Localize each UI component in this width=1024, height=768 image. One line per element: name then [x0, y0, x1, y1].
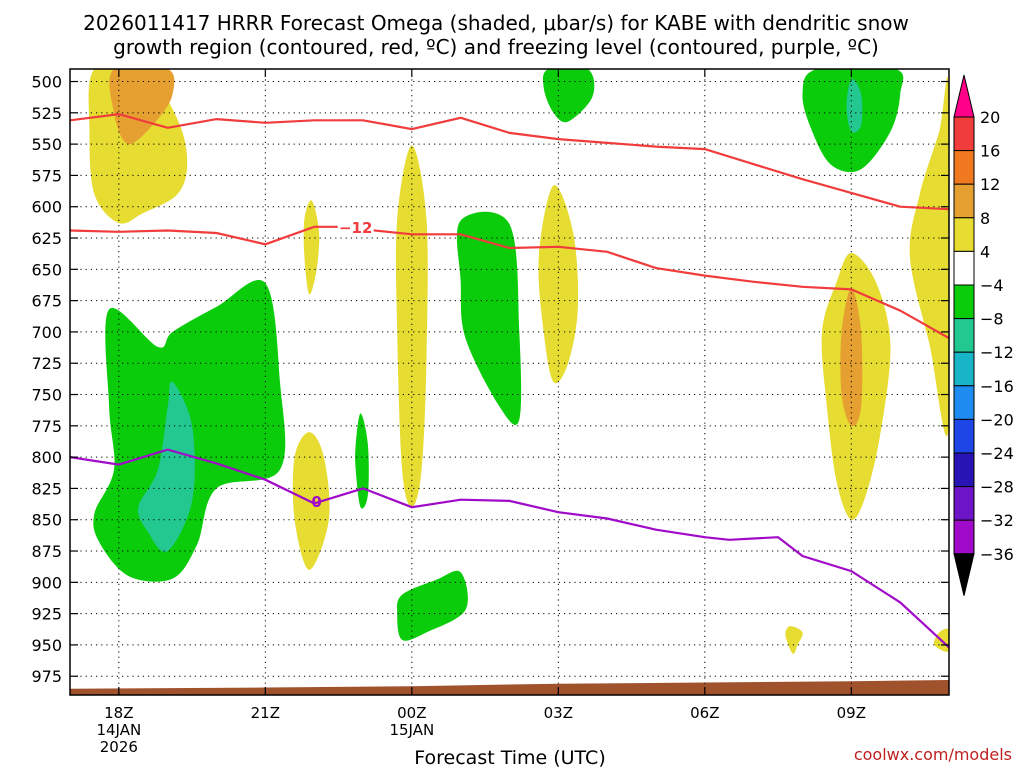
colorbar-segment: [953, 351, 975, 387]
y-tick-label: 575: [31, 166, 62, 185]
x-tick-label: 06Z: [690, 704, 719, 722]
y-tick-label: 975: [31, 667, 62, 686]
plot-area: −12 0: [70, 69, 949, 695]
colorbar-label: −36: [980, 545, 1014, 564]
omega-region: [542, 69, 595, 123]
colorbar-label: −4: [980, 276, 1004, 295]
colorbar-segment: [953, 217, 975, 252]
x-tick-label: 14JAN: [96, 721, 141, 739]
omega-regions: [70, 69, 949, 695]
omega-region: [397, 570, 468, 641]
y-tick-label: 725: [31, 354, 62, 373]
omega-region: [138, 381, 195, 552]
y-tick-label: 775: [31, 417, 62, 436]
colorbar-label: 12: [980, 175, 1000, 194]
y-tick-label: 625: [31, 229, 62, 248]
plot-frame: [69, 68, 950, 696]
y-axis: 500 525 550 575 600 625 650 675 700 725 750 775 800 8…: [31, 73, 949, 686]
omega-region: [109, 69, 175, 145]
x-tick-label: 00Z: [397, 704, 426, 722]
y-tick-label: 600: [31, 198, 62, 217]
contour-labels: −12 0: [311, 219, 374, 511]
x-tick-label: 09Z: [837, 704, 866, 722]
y-tick-label: 750: [31, 386, 62, 405]
colorbar-segment: [953, 519, 975, 555]
x-tick-label: 03Z: [544, 704, 573, 722]
colorbar-label: 16: [980, 142, 1000, 161]
colorbar-label: 4: [980, 242, 990, 261]
omega-region: [840, 288, 863, 427]
colorbar-label: −12: [980, 343, 1014, 362]
colorbar-label: 8: [980, 209, 990, 228]
y-tick-label: 850: [31, 511, 62, 530]
colorbar-segment: [953, 116, 975, 152]
dgz-contour-label: −12: [339, 219, 372, 237]
y-tick-label: 550: [31, 135, 62, 154]
colorbar-segment: [953, 385, 975, 420]
colorbar-label: −32: [980, 511, 1014, 530]
y-tick-label: 900: [31, 573, 62, 592]
colorbar-segment: [953, 284, 975, 320]
y-tick-label: 700: [31, 323, 62, 342]
x-tick-label: 18Z: [104, 704, 133, 722]
freezing-level-contour: [70, 448, 949, 649]
omega-region: [395, 145, 428, 508]
terrain-fill: [70, 680, 949, 695]
credit-text: coolwx.com/models: [854, 745, 1012, 764]
x-tick-label: 2026: [100, 738, 138, 756]
omega-region: [456, 211, 522, 425]
colorbar-label: −28: [980, 478, 1014, 497]
colorbar-label: 20: [980, 108, 1000, 127]
colorbar-segment: [953, 318, 975, 353]
colorbar: 20 16 12 8 4 −4 −8 −12 −16 −20 −24 −28 −32 −36: [953, 74, 1014, 596]
colorbar-segment: [953, 418, 975, 454]
x-tick-label: 21Z: [251, 704, 280, 722]
colorbar-segment: [953, 250, 975, 286]
y-tick-label: 875: [31, 542, 62, 561]
dgz-contour-label-bg: [337, 219, 374, 238]
y-tick-label: 825: [31, 479, 62, 498]
omega-region: [846, 78, 863, 133]
y-tick-label: 800: [31, 448, 62, 467]
colorbar-segment: [953, 452, 975, 488]
y-tick-label: 950: [31, 636, 62, 655]
dgz-top-contour: [70, 112, 949, 211]
colorbar-label: −20: [980, 410, 1014, 429]
colorbar-label: −24: [980, 444, 1014, 463]
freezing-contour-label: 0: [311, 493, 321, 511]
y-tick-label: 500: [31, 73, 62, 92]
colorbar-segment: [953, 486, 975, 521]
omega-region: [909, 76, 949, 437]
colorbar-label: −8: [980, 310, 1004, 329]
y-tick-label: 525: [31, 104, 62, 123]
omega-region: [785, 626, 803, 654]
chart-title-line2: growth region (contoured, red, ºC) and f…: [113, 35, 879, 59]
dgz-bottom-contour: [70, 225, 949, 340]
x-axis-label: Forecast Time (UTC): [414, 747, 605, 768]
colorbar-segment: [953, 183, 975, 219]
y-tick-label: 675: [31, 292, 62, 311]
omega-region: [538, 185, 579, 384]
omega-region: [303, 200, 320, 295]
omega-region: [355, 413, 369, 509]
gridlines: [70, 69, 949, 695]
chart-title-line1: 2026011417 HRRR Forecast Omega (shaded, …: [83, 11, 909, 35]
colorbar-label: −16: [980, 377, 1014, 396]
colorbar-segment: [953, 150, 975, 185]
y-tick-label: 925: [31, 605, 62, 624]
y-tick-label: 650: [31, 260, 62, 279]
colorbar-bottom-arrow: [953, 553, 975, 596]
x-tick-label: 15JAN: [389, 721, 434, 739]
contour-lines: [70, 112, 949, 649]
